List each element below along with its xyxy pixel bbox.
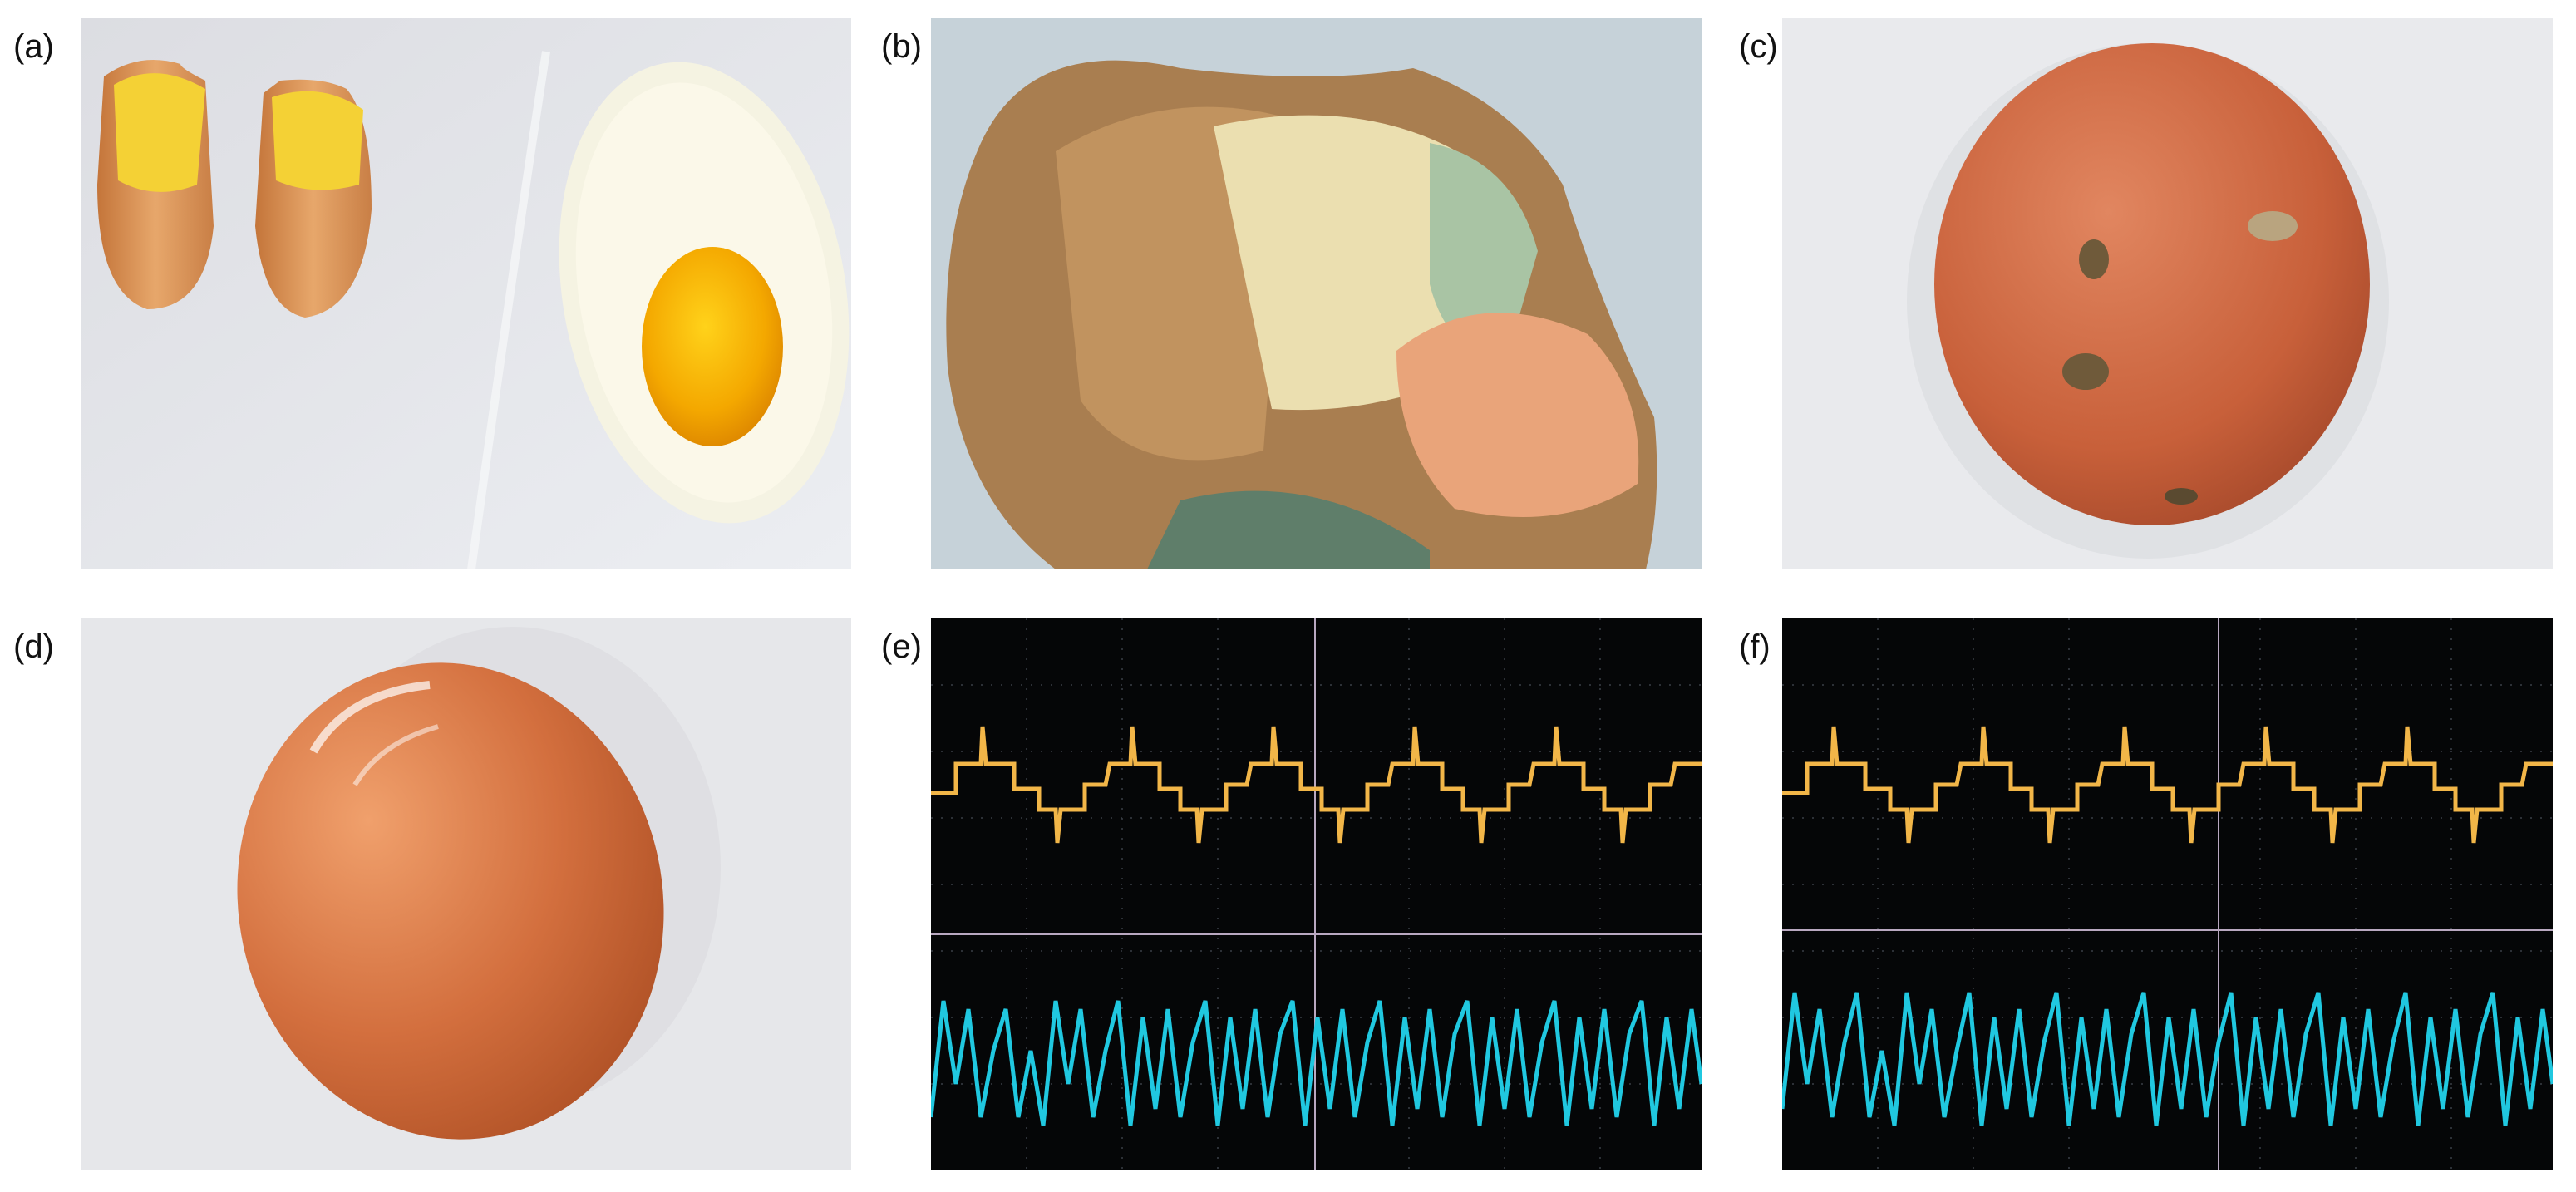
- panel-d-photo: [81, 618, 851, 1170]
- panel-label-d: (d): [13, 628, 54, 665]
- panel-c-photo: [1782, 18, 2553, 569]
- egg-with-surface-spots-icon: [1782, 18, 2553, 569]
- oscilloscope-trace-icon: [931, 618, 1702, 1170]
- panel-f-scope: [1782, 618, 2553, 1170]
- panel-label-c: (c): [1739, 28, 1778, 65]
- cracked-eggshell-icon: [931, 18, 1702, 569]
- panel-label-a: (a): [13, 28, 54, 65]
- panel-e-scope: [931, 618, 1702, 1170]
- boiled-egg-halves-and-raw-egg-icon: [81, 18, 851, 569]
- panel-label-b: (b): [881, 28, 922, 65]
- panel-label-e: (e): [881, 628, 922, 665]
- panel-b-photo: [931, 18, 1702, 569]
- panel-a-photo: [81, 18, 851, 569]
- panel-label-f: (f): [1739, 628, 1771, 665]
- glossy-brown-egg-icon: [81, 618, 851, 1170]
- oscilloscope-trace-icon: [1782, 618, 2553, 1170]
